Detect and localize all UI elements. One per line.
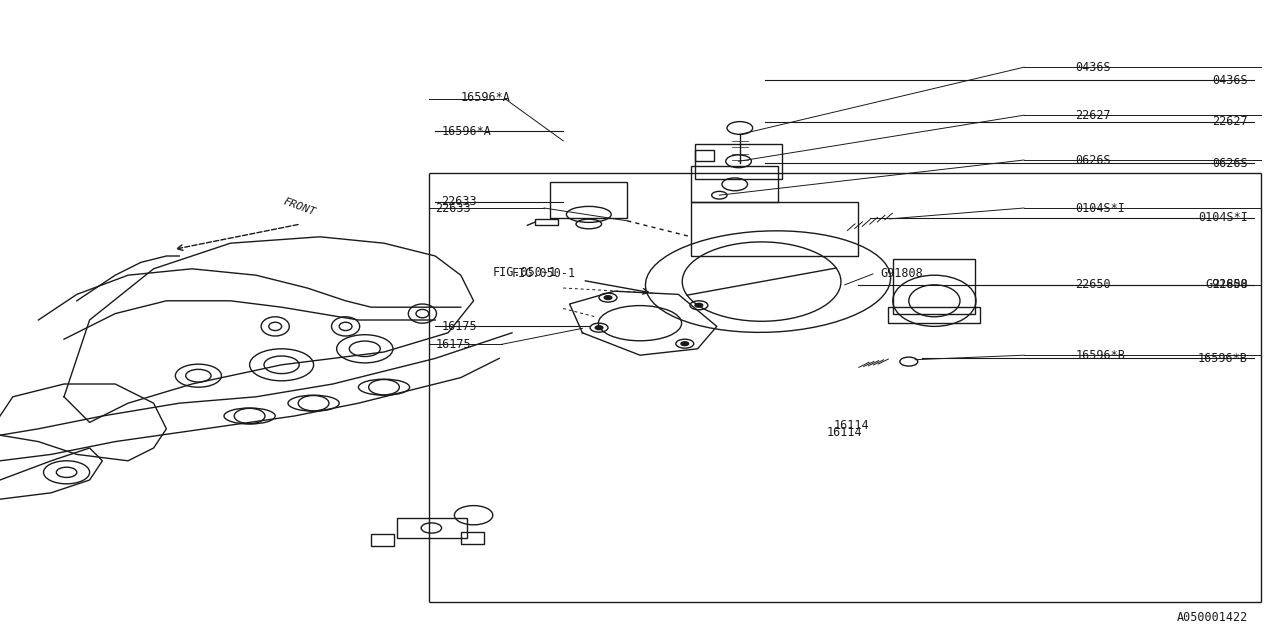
Bar <box>397 518 467 538</box>
Text: A050001422: A050001422 <box>1176 611 1248 624</box>
Circle shape <box>681 342 689 346</box>
Text: FRONT: FRONT <box>282 196 316 218</box>
Text: 22650: 22650 <box>1075 278 1111 291</box>
Text: 16114: 16114 <box>827 426 863 438</box>
Bar <box>371 534 394 546</box>
Text: 22633: 22633 <box>435 202 471 214</box>
Bar <box>893 259 975 314</box>
Circle shape <box>604 296 612 300</box>
Text: 0436S: 0436S <box>1212 74 1248 86</box>
Bar <box>691 166 778 202</box>
Text: 0104S*I: 0104S*I <box>1198 211 1248 224</box>
Text: 0436S: 0436S <box>1075 61 1111 74</box>
Text: G91808: G91808 <box>881 268 923 280</box>
Text: 16596*B: 16596*B <box>1075 349 1125 362</box>
Text: FIG.050-1: FIG.050-1 <box>512 268 576 280</box>
Bar <box>695 150 714 161</box>
Text: 16175: 16175 <box>435 338 471 351</box>
Text: 16596*A: 16596*A <box>442 125 492 138</box>
Text: 0626S: 0626S <box>1212 157 1248 170</box>
Circle shape <box>695 303 703 307</box>
Text: 0104S*I: 0104S*I <box>1075 202 1125 214</box>
Text: 22627: 22627 <box>1212 115 1248 128</box>
Text: G91808: G91808 <box>1206 278 1248 291</box>
Bar <box>461 532 484 544</box>
Text: 22650: 22650 <box>1212 278 1248 291</box>
Bar <box>695 144 782 179</box>
Text: 16596*B: 16596*B <box>1198 352 1248 365</box>
Bar <box>550 182 627 218</box>
Text: 22633: 22633 <box>442 195 477 208</box>
Bar <box>888 307 980 323</box>
Text: 22627: 22627 <box>1075 109 1111 122</box>
Text: 0626S: 0626S <box>1075 154 1111 166</box>
Text: 16114: 16114 <box>833 419 869 432</box>
Text: FIG.050-1: FIG.050-1 <box>493 266 557 278</box>
Text: 16175: 16175 <box>442 320 477 333</box>
Circle shape <box>595 326 603 330</box>
Text: 16596*A: 16596*A <box>461 91 511 104</box>
Bar <box>691 202 858 256</box>
Bar <box>535 219 558 225</box>
